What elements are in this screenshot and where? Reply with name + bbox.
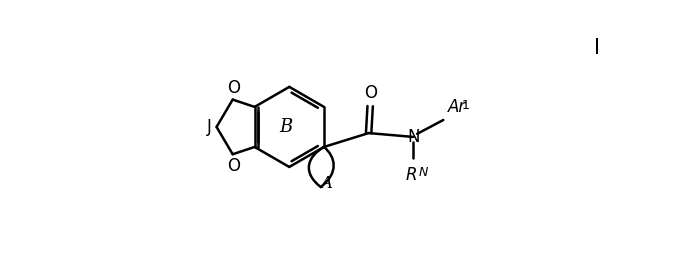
Text: R: R	[406, 166, 417, 184]
Text: B: B	[279, 118, 292, 136]
Text: N: N	[419, 166, 428, 179]
Text: O: O	[227, 157, 240, 175]
Text: J: J	[207, 118, 212, 136]
Text: A: A	[320, 175, 332, 192]
Text: O: O	[227, 79, 240, 96]
Text: 1: 1	[462, 99, 470, 112]
Text: Ar: Ar	[448, 98, 466, 116]
Text: N: N	[407, 128, 419, 146]
Text: O: O	[363, 84, 377, 102]
Text: I: I	[594, 38, 600, 58]
